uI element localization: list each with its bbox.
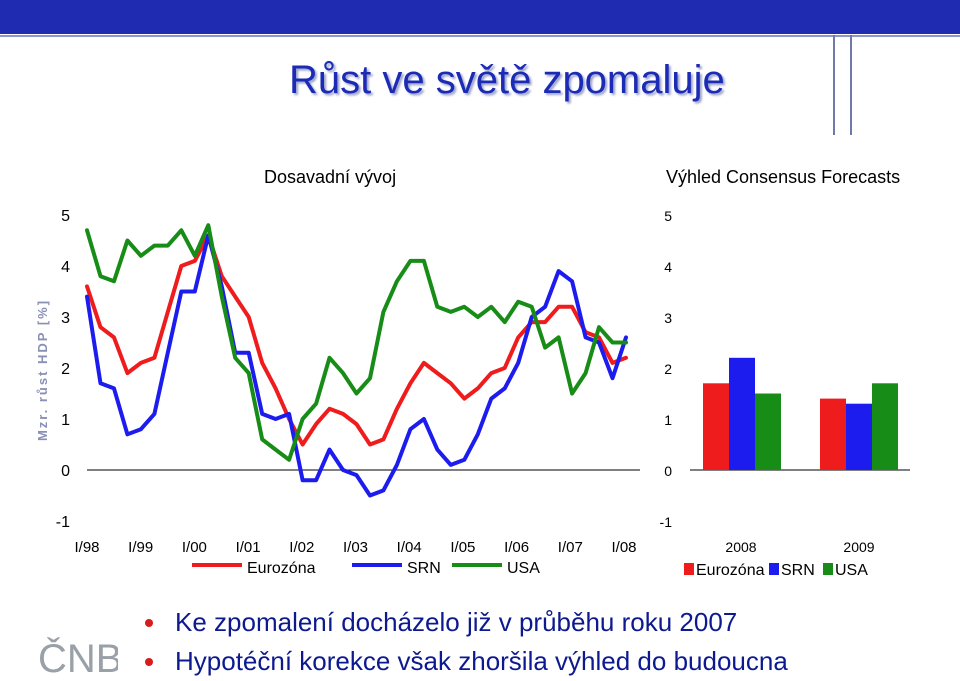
slide-title: Růst ve světě zpomaluje (289, 58, 725, 102)
right-chart-title: Výhled Consensus Forecasts (666, 167, 901, 187)
bar-eurozóna (820, 398, 846, 470)
legend-label: SRN (407, 560, 441, 577)
charts-canvas: -1 0 1 2 3 4 5 Mzr. růst HDP [%] I/98 I/99 I/00 I/0… (35, 208, 910, 579)
legend-label: USA (507, 560, 540, 577)
bullet-item: Ke zpomalení docházelo již v průběhu rok… (145, 603, 788, 642)
y-tick-label: 3 (664, 310, 672, 326)
y-tick-label: 1 (664, 412, 672, 428)
x-tick-label: I/98 (74, 539, 99, 556)
bar-eurozóna (703, 383, 729, 470)
bullet-icon (145, 658, 153, 666)
top-banner (0, 0, 960, 34)
bullet-text: Hypotéční korekce však zhoršila výhled d… (175, 646, 788, 676)
legend-label: SRN (781, 562, 815, 579)
cnb-logo-text: ČNB (38, 636, 118, 678)
x-tick-label: I/04 (397, 539, 422, 556)
series-line-srn (85, 233, 628, 498)
consensus-forecast-bar-chart: -1 0 1 2 3 4 5 2008 2009 Eurozóna SRN USA (660, 208, 910, 579)
legend-label: Eurozóna (696, 562, 765, 579)
y-tick-label: 1 (61, 412, 70, 429)
x-tick-label: I/06 (504, 539, 529, 556)
y-tick-label: 2 (664, 361, 672, 377)
bullet-text: Ke zpomalení docházelo již v průběhu rok… (175, 607, 738, 637)
y-tick-label: 2 (61, 361, 70, 378)
bullet-item: Hypotéční korekce však zhoršila výhled d… (145, 642, 788, 681)
y-tick-label: -1 (56, 514, 70, 531)
bar-srn (846, 403, 872, 470)
y-tick-label: 0 (61, 463, 70, 480)
x-tick-label: I/01 (236, 539, 261, 556)
bullet-list: Ke zpomalení docházelo již v průběhu rok… (145, 603, 788, 681)
decor-line (850, 35, 852, 135)
series-line-eurozóna (85, 233, 628, 447)
x-tick-label: I/99 (128, 539, 153, 556)
y-tick-label: 4 (61, 259, 70, 276)
y-tick-label: 3 (61, 310, 70, 327)
decor-line (833, 35, 835, 135)
bar-usa (755, 393, 781, 470)
legend-swatch (684, 563, 694, 575)
banner-divider (0, 35, 960, 37)
bullet-icon (145, 619, 153, 627)
x-tick-label: I/07 (558, 539, 583, 556)
y-tick-label: 5 (664, 208, 672, 224)
x-tick-label: I/02 (289, 539, 314, 556)
y-tick-label: 5 (61, 208, 70, 225)
y-tick-label: 0 (664, 463, 672, 479)
y-tick-label: -1 (660, 514, 673, 530)
legend-label: USA (835, 562, 868, 579)
x-tick-label: 2008 (725, 539, 756, 555)
legend-swatch (823, 563, 833, 575)
series-line-usa (85, 223, 628, 462)
x-tick-label: I/00 (182, 539, 207, 556)
x-tick-label: 2009 (843, 539, 874, 555)
x-tick-label: I/05 (450, 539, 475, 556)
y-axis-label: Mzr. růst HDP [%] (35, 299, 50, 441)
cnb-logo: ČNB (38, 636, 118, 678)
x-tick-label: I/03 (343, 539, 368, 556)
gdp-history-line-chart: -1 0 1 2 3 4 5 Mzr. růst HDP [%] I/98 I/99 I/00 I/0… (35, 208, 640, 577)
bar-srn (729, 357, 755, 470)
x-tick-label: I/08 (611, 539, 636, 556)
bar-usa (872, 383, 898, 470)
legend-swatch (769, 563, 779, 575)
legend-label: Eurozóna (247, 560, 316, 577)
left-chart-title: Dosavadní vývoj (264, 167, 397, 187)
y-tick-label: 4 (664, 259, 672, 275)
